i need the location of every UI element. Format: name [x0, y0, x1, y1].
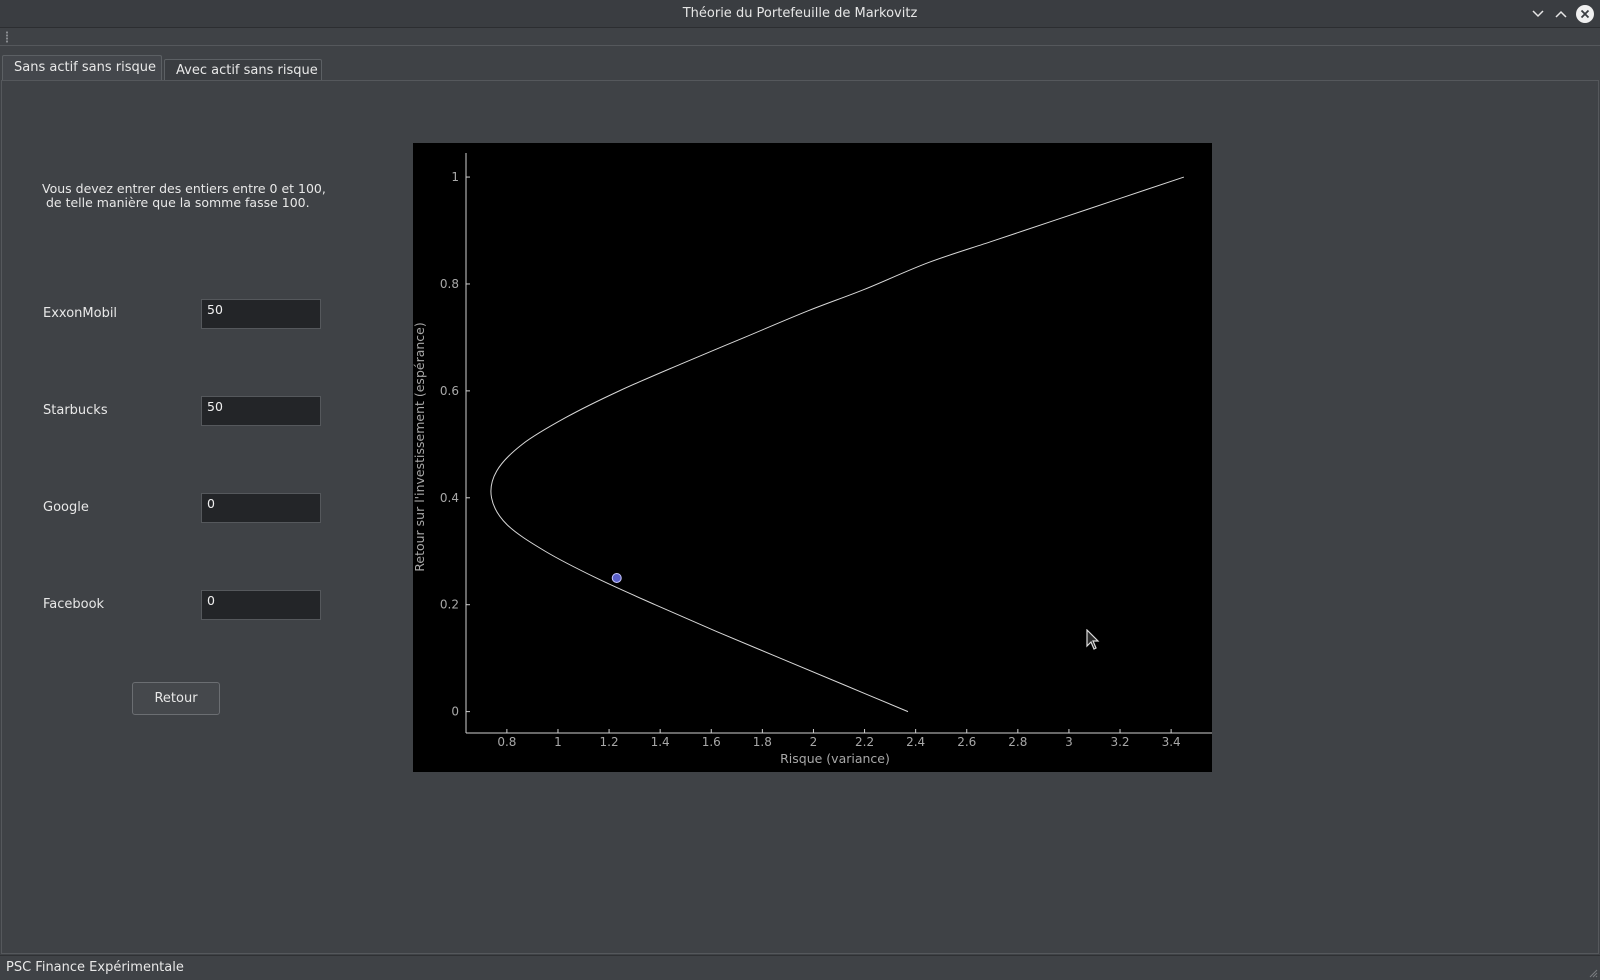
- exxonmobil-input[interactable]: [201, 299, 321, 329]
- instructions-text: Vous devez entrer des entiers entre 0 et…: [42, 181, 326, 210]
- google-input[interactable]: [201, 493, 321, 523]
- window-titlebar: Théorie du Portefeuille de Markovitz: [0, 0, 1600, 28]
- frontier-curve: [490, 176, 1185, 713]
- toolbar: [0, 29, 1600, 46]
- tab-avec-actif[interactable]: Avec actif sans risque: [164, 59, 322, 81]
- y-tick-label: 0: [451, 705, 459, 719]
- x-tick-label: 2.2: [855, 735, 874, 749]
- x-tick-label: 2.8: [1008, 735, 1027, 749]
- x-tick-label: 1.6: [702, 735, 721, 749]
- label-starbucks: Starbucks: [43, 403, 108, 418]
- window-title: Théorie du Portefeuille de Markovitz: [682, 6, 918, 21]
- close-button[interactable]: [1575, 4, 1595, 24]
- x-tick-label: 2: [810, 735, 818, 749]
- efficient-frontier-chart: 0.8 1 1.2 1.4 1.6 1.8 2 2.2 2.4 2.6 2.8 3 3.2 3.4 0 0.2…: [413, 143, 1212, 772]
- status-text: PSC Finance Expérimentale: [6, 960, 184, 975]
- y-tick-label: 0.2: [440, 598, 459, 612]
- portfolio-point: [611, 572, 622, 583]
- chart-svg: 0.8 1 1.2 1.4 1.6 1.8 2 2.2 2.4 2.6 2.8 3 3.2 3.4 0 0.2…: [413, 153, 1212, 766]
- y-axis-label: Retour sur l'investissement (espérance): [413, 322, 427, 571]
- maximize-button[interactable]: [1551, 4, 1571, 24]
- tab-sans-actif[interactable]: Sans actif sans risque: [2, 55, 162, 81]
- chevron-down-icon: [1532, 10, 1544, 18]
- toolbar-grip-icon[interactable]: [5, 31, 9, 43]
- x-tick-label: 1.2: [600, 735, 619, 749]
- y-tick-label: 0.8: [440, 277, 459, 291]
- x-tick-label: 2.4: [906, 735, 925, 749]
- close-icon: [1576, 5, 1594, 23]
- y-tick-label: 1: [451, 170, 459, 184]
- retour-button[interactable]: Retour: [132, 682, 220, 715]
- chevron-up-icon: [1555, 10, 1567, 18]
- x-tick-label: 3.4: [1162, 735, 1181, 749]
- x-tick-label: 2.6: [957, 735, 976, 749]
- label-exxonmobil: ExxonMobil: [43, 306, 118, 321]
- x-tick-label: 3: [1065, 735, 1073, 749]
- y-tick-label: 0.4: [440, 491, 459, 505]
- x-axis-label: Risque (variance): [780, 751, 890, 766]
- label-facebook: Facebook: [43, 597, 105, 612]
- minimize-button[interactable]: [1528, 4, 1548, 24]
- x-tick-label: 1.4: [651, 735, 670, 749]
- x-tick-label: 3.2: [1110, 735, 1129, 749]
- label-google: Google: [43, 500, 89, 515]
- starbucks-input[interactable]: [201, 396, 321, 426]
- x-tick-label: 1.8: [753, 735, 772, 749]
- facebook-input[interactable]: [201, 590, 321, 620]
- statusbar: PSC Finance Expérimentale: [0, 955, 1600, 980]
- mouse-cursor-icon: [1086, 628, 1100, 655]
- y-tick-label: 0.6: [440, 384, 459, 398]
- resize-grip-icon[interactable]: [1588, 968, 1598, 978]
- x-tick-label: 1: [554, 735, 562, 749]
- x-tick-label: 0.8: [497, 735, 516, 749]
